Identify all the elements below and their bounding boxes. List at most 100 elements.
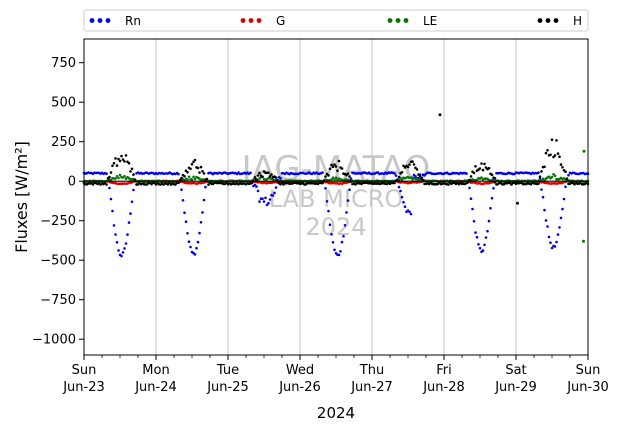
point-H	[397, 175, 401, 179]
point-Rn	[202, 198, 206, 202]
point-Rn	[348, 188, 351, 191]
point-Rn	[478, 246, 482, 250]
point-LE	[331, 176, 335, 179]
point-H	[130, 167, 134, 171]
point-Rn	[124, 242, 128, 245]
point-H	[406, 165, 410, 169]
point-Rn	[180, 188, 183, 191]
point-H	[408, 163, 411, 166]
point-H	[492, 176, 495, 179]
point-H	[202, 172, 206, 175]
point-Rn	[541, 195, 545, 199]
point-Rn	[187, 240, 191, 243]
point-H	[565, 177, 569, 180]
x-tick-label-date: Jun-26	[278, 380, 321, 395]
point-H	[480, 162, 483, 165]
point-H	[192, 160, 195, 164]
y-tick-label: −250	[40, 214, 76, 229]
point-H	[270, 173, 273, 176]
point-Rn	[261, 197, 264, 200]
point-H	[411, 160, 414, 163]
legend: Rn G LE H	[83, 9, 589, 32]
point-H	[333, 163, 336, 166]
point-Rn	[199, 221, 203, 224]
point-Rn	[484, 236, 488, 239]
point-H	[538, 175, 542, 178]
point-H	[543, 165, 546, 169]
point-Rn	[340, 240, 344, 244]
point-Rn	[469, 197, 473, 200]
legend-marker-G	[240, 18, 246, 23]
point-H	[193, 158, 197, 162]
x-tick-label-date: Jun-29	[494, 380, 537, 395]
point-LE	[550, 175, 554, 179]
point-H	[174, 183, 177, 186]
point-H	[190, 162, 194, 166]
point-H	[124, 154, 128, 157]
point-H	[274, 176, 278, 179]
point-H	[337, 159, 341, 163]
point-Rn	[127, 221, 131, 224]
y-tick-label: 250	[51, 135, 76, 150]
point-H	[420, 177, 423, 180]
point-Rn	[546, 225, 549, 228]
point-H	[123, 160, 126, 163]
point-Rn	[105, 172, 108, 175]
point-Rn	[258, 200, 261, 203]
point-Rn	[345, 211, 348, 214]
point-H	[111, 164, 114, 168]
point-Rn	[394, 174, 398, 177]
point-H	[109, 171, 113, 174]
point-Rn	[483, 243, 486, 247]
point-H	[115, 164, 119, 167]
point-H	[253, 176, 257, 179]
legend-marker-H	[537, 18, 543, 23]
point-Rn	[465, 172, 468, 175]
point-H	[132, 173, 135, 176]
point-Rn	[130, 200, 134, 204]
watermark: IAG-MATAO LAB MICRO 2024	[242, 149, 431, 241]
legend-marker-LE	[387, 18, 393, 23]
x-axis-label: 2024	[317, 404, 355, 422]
point-H	[121, 158, 125, 161]
point-H	[483, 162, 486, 166]
point-Rn	[492, 187, 495, 190]
legend-marker-LE	[395, 18, 401, 23]
x-tick-label-date: Jun-28	[422, 380, 465, 395]
point-Rn	[472, 220, 476, 223]
point-H	[540, 170, 543, 173]
point-H	[118, 159, 122, 163]
point-Rn	[402, 200, 405, 204]
point-H	[340, 167, 344, 170]
point-Rn	[273, 191, 276, 195]
series-Rn	[82, 171, 590, 258]
point-LE	[553, 174, 557, 178]
point-Rn	[393, 172, 396, 175]
point-Rn	[279, 176, 282, 180]
point-H	[261, 175, 264, 179]
point-Rn	[108, 186, 111, 190]
point-H	[400, 171, 404, 174]
point-H	[183, 175, 186, 178]
point-Rn	[198, 231, 201, 235]
grid-lines	[155, 39, 517, 355]
point-H	[321, 181, 324, 185]
point-H	[133, 178, 137, 182]
point-Rn	[177, 172, 180, 176]
point-H	[250, 181, 254, 185]
outlier-point	[516, 201, 519, 205]
point-Rn	[255, 185, 258, 188]
x-tick-label-day: Mon	[142, 363, 169, 378]
point-Rn	[274, 186, 278, 189]
point-H	[327, 174, 330, 177]
point-LE	[193, 177, 197, 181]
x-tick-label-day: Fri	[436, 363, 452, 378]
point-Rn	[562, 197, 566, 201]
legend-label-Rn: Rn	[125, 14, 141, 28]
point-Rn	[201, 211, 204, 214]
point-LE	[123, 174, 126, 178]
legend-marker-H	[545, 18, 551, 23]
legend-marker-LE	[403, 18, 409, 23]
point-Rn	[193, 253, 197, 256]
